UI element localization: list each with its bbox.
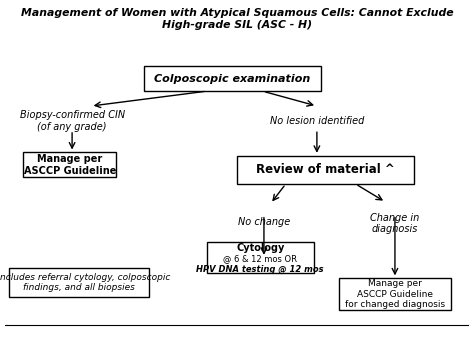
- FancyBboxPatch shape: [144, 66, 320, 91]
- Text: Colposcopic examination: Colposcopic examination: [154, 74, 310, 84]
- Text: Biopsy-confirmed CIN
(of any grade): Biopsy-confirmed CIN (of any grade): [19, 110, 125, 132]
- Text: HPV DNA testing @ 12 mos: HPV DNA testing @ 12 mos: [196, 265, 324, 274]
- FancyBboxPatch shape: [207, 242, 314, 273]
- Text: Manage per
ASCCP Guideline
for changed diagnosis: Manage per ASCCP Guideline for changed d…: [345, 279, 445, 309]
- FancyBboxPatch shape: [339, 278, 451, 310]
- Text: @ 6 & 12 mos OR: @ 6 & 12 mos OR: [223, 254, 297, 263]
- Text: Review of material ^: Review of material ^: [256, 163, 395, 176]
- Text: No lesion identified: No lesion identified: [270, 116, 364, 126]
- Text: ^ Includes referral cytology, colposcopic
findings, and all biopsies: ^ Includes referral cytology, colposcopi…: [0, 273, 171, 292]
- Text: Change in
diagnosis: Change in diagnosis: [370, 213, 419, 235]
- Text: No change: No change: [238, 217, 290, 227]
- FancyBboxPatch shape: [9, 268, 149, 296]
- FancyBboxPatch shape: [23, 152, 116, 177]
- Text: Management of Women with Atypical Squamous Cells: Cannot Exclude: Management of Women with Atypical Squamo…: [21, 8, 453, 18]
- Text: High-grade SIL (ASC - H): High-grade SIL (ASC - H): [162, 20, 312, 30]
- FancyBboxPatch shape: [237, 156, 413, 184]
- Text: Cytology: Cytology: [236, 243, 284, 253]
- Text: Manage per
ASCCP Guideline: Manage per ASCCP Guideline: [24, 154, 116, 176]
